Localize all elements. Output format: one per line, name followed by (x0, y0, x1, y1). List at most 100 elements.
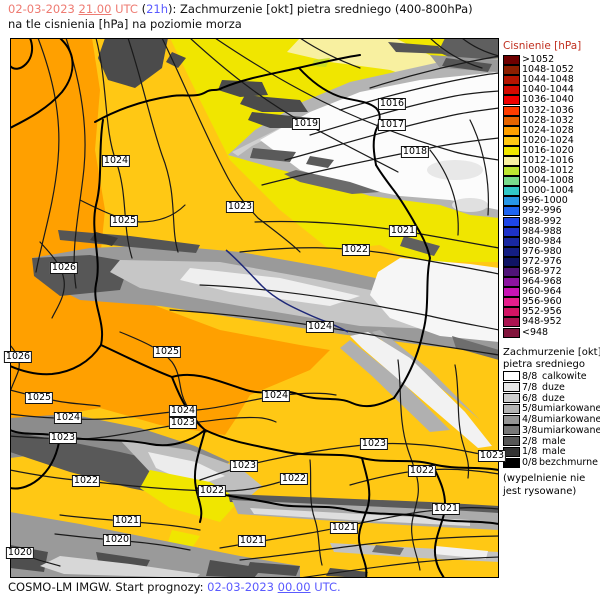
pressure-range-label: 960-964 (522, 286, 562, 298)
pressure-color-swatch (503, 226, 520, 237)
cloud-okta-fraction: 6/8 (522, 392, 538, 404)
run-utc: UTC (115, 2, 138, 16)
pressure-legend-row: 1024-1028 (503, 124, 598, 136)
pressure-color-swatch (503, 206, 520, 217)
cloud-okta-fraction: 8/8 (522, 370, 538, 382)
cloud-amount-label: umiarkowane (537, 403, 600, 415)
pressure-range-label: 1024-1028 (522, 124, 574, 136)
pressure-range-label: 964-968 (522, 276, 562, 288)
pressure-color-swatch (503, 256, 520, 267)
cloud-amount-label: duze (542, 392, 565, 404)
cloud-amount-label: calkowite (542, 370, 587, 382)
cloud-okta-fraction: 2/8 (522, 435, 538, 447)
pressure-range-label: 952-956 (522, 306, 562, 318)
pressure-legend: Cisnienie [hPa] >1052 1048-1052 1044-104… (503, 40, 598, 338)
cloud-okta-fraction: 1/8 (522, 446, 538, 458)
cloud-legend-note-line1: (wypelnienie nie (503, 473, 586, 485)
cloud-okta-fraction: 4/8 (522, 414, 538, 426)
pressure-legend-row: >1052 (503, 54, 598, 66)
cloud-legend-row: 3/8 umiarkowane (503, 424, 600, 436)
cloud-legend-row: 5/8 umiarkowane (503, 403, 600, 415)
pressure-legend-row: 1020-1024 (503, 134, 598, 146)
pressure-color-swatch (503, 186, 520, 197)
pressure-color-swatch (503, 115, 520, 126)
pressure-color-swatch (503, 65, 520, 76)
pressure-color-swatch (503, 85, 520, 96)
pressure-legend-row: 1036-1040 (503, 94, 598, 106)
pressure-color-swatch (503, 105, 520, 116)
cloud-color-swatch (503, 392, 520, 403)
pressure-color-swatch (503, 327, 520, 338)
paren-open: ( (141, 2, 147, 16)
pressure-legend-row: 976-980 (503, 246, 598, 257)
pressure-range-label: >1052 (522, 54, 555, 66)
pressure-legend-row: 1016-1020 (503, 144, 598, 156)
cloud-legend-note-line2: jest rysowane) (503, 486, 577, 498)
pressure-legend-row: 968-972 (503, 267, 598, 278)
pressure-range-label: 1020-1024 (522, 134, 574, 146)
header-line1: 02-03-2023 21.00 UTC (21h): Zachmurzenie… (8, 2, 473, 17)
cloud-color-swatch (503, 371, 520, 382)
forecast-hour: 21h (146, 2, 168, 16)
pressure-color-swatch (503, 176, 520, 187)
paren-close: ): (167, 2, 177, 16)
pressure-legend-row: 972-976 (503, 255, 598, 267)
cloud-okta-fraction: 5/8 (522, 403, 538, 415)
pressure-range-label: 980-984 (522, 235, 562, 247)
cloud-color-swatch (503, 403, 520, 414)
map-frame (10, 38, 499, 578)
pressure-color-swatch (503, 145, 520, 156)
cloud-color-swatch (503, 457, 520, 468)
start-time: 00.00 (277, 580, 311, 594)
cloud-color-swatch (503, 414, 520, 425)
pressure-color-swatch (503, 236, 520, 247)
footer: COSMO-LM IMGW. Start prognozy: 02-03-202… (8, 580, 341, 594)
pressure-legend-row: 1028-1032 (503, 114, 598, 126)
cloud-amount-label: male (542, 446, 566, 458)
pressure-color-swatch (503, 307, 520, 318)
pressure-legend-row: 988-992 (503, 216, 598, 227)
cloud-legend: Zachmurzenie [okt] pietra sredniego 8/8 … (503, 347, 600, 498)
cloud-okta-fraction: 3/8 (522, 424, 538, 436)
pressure-legend-row: 984-988 (503, 226, 598, 237)
pressure-color-swatch (503, 95, 520, 106)
cloud-okta-fraction: 7/8 (522, 381, 538, 393)
pressure-range-label: 1016-1020 (522, 144, 574, 156)
pressure-color-swatch (503, 155, 520, 166)
pressure-legend-title: Cisnienie [hPa] (503, 40, 582, 52)
cloud-legend-row: 4/8 umiarkowane (503, 414, 600, 426)
pressure-range-label: 1028-1032 (522, 114, 574, 126)
pressure-range-label: 972-976 (522, 255, 562, 267)
pressure-color-swatch (503, 277, 520, 288)
pressure-legend-row: 1000-1004 (503, 186, 598, 197)
cloud-legend-row: 2/8 male (503, 436, 598, 447)
pressure-legend-row: 996-1000 (503, 196, 598, 207)
cloud-amount-label: umiarkowane (537, 414, 600, 426)
pressure-legend-row: 1032-1036 (503, 104, 598, 116)
pressure-legend-row: 948-952 (503, 317, 598, 328)
pressure-legend-rows: >1052 1048-1052 1044-1048 1040-1044 1036… (503, 55, 598, 338)
cloud-legend-rows: 8/8 calkowite 7/8 duze 6/8 duze 5/8 umia… (503, 370, 600, 468)
pressure-range-label: 1044-1048 (522, 74, 574, 86)
cloud-color-swatch (503, 425, 520, 436)
cloud-color-swatch (503, 446, 520, 457)
pressure-legend-row: 1040-1044 (503, 84, 598, 96)
pressure-legend-row: 960-964 (503, 286, 598, 298)
cloud-legend-row: 0/8 bezchmurne (503, 457, 598, 468)
pressure-legend-row: 1008-1012 (503, 165, 598, 177)
pressure-color-swatch (503, 297, 520, 308)
weather-map: 1016 1017 1018 1019 1021 1022 1024 1024 1023 1025… (3, 38, 507, 578)
pressure-range-label: 1040-1044 (522, 84, 574, 96)
pressure-range-label: 1032-1036 (522, 104, 574, 116)
pressure-color-swatch (503, 75, 520, 86)
pressure-legend-row: 952-956 (503, 306, 598, 318)
pressure-color-swatch (503, 216, 520, 227)
start-label: Start prognozy: (115, 580, 204, 594)
pressure-legend-row: 1044-1048 (503, 74, 598, 86)
pressure-legend-row: 956-960 (503, 297, 598, 308)
pressure-color-swatch (503, 317, 520, 328)
pressure-range-label: 1008-1012 (522, 165, 574, 177)
cloud-legend-row: 7/8 duze (503, 382, 598, 393)
pressure-range-label: 1036-1040 (522, 94, 574, 106)
cloud-amount-label: bezchmurne (539, 457, 598, 469)
